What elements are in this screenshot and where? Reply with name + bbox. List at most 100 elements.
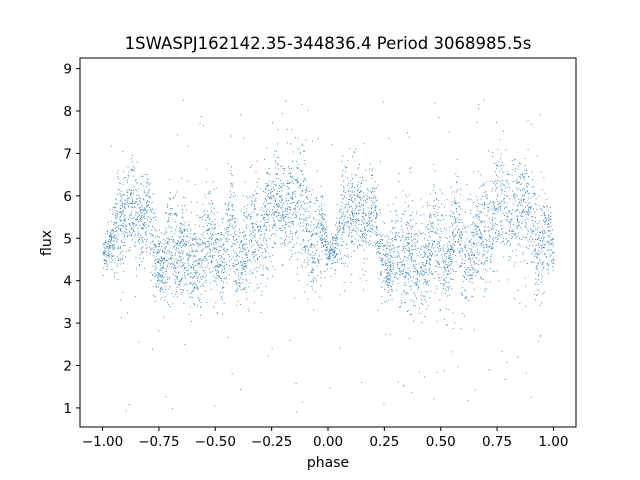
data-point bbox=[517, 182, 519, 184]
data-point bbox=[434, 265, 436, 267]
data-point bbox=[232, 216, 234, 218]
data-point bbox=[179, 242, 181, 243]
data-point bbox=[171, 255, 173, 256]
data-point bbox=[547, 236, 549, 238]
data-point bbox=[140, 175, 142, 177]
data-point bbox=[429, 215, 430, 217]
data-point bbox=[264, 205, 266, 207]
data-point bbox=[201, 218, 203, 220]
data-point bbox=[195, 284, 197, 286]
data-point bbox=[341, 211, 343, 213]
data-point bbox=[319, 238, 321, 240]
data-point bbox=[150, 221, 151, 223]
data-point bbox=[363, 207, 365, 209]
data-point bbox=[539, 114, 541, 116]
data-point bbox=[124, 245, 126, 246]
data-point bbox=[229, 265, 230, 267]
data-point bbox=[213, 248, 215, 250]
data-point bbox=[374, 241, 376, 243]
data-point bbox=[151, 219, 152, 221]
data-point bbox=[472, 231, 474, 233]
data-point bbox=[216, 277, 218, 279]
data-point bbox=[260, 226, 261, 228]
data-point bbox=[292, 221, 294, 222]
data-point bbox=[428, 252, 430, 254]
data-point bbox=[471, 267, 473, 268]
data-point bbox=[192, 283, 194, 285]
data-point bbox=[468, 254, 470, 256]
data-point bbox=[532, 245, 534, 246]
data-point bbox=[133, 217, 135, 218]
data-point bbox=[116, 271, 118, 273]
data-point bbox=[351, 231, 352, 233]
data-point bbox=[235, 289, 237, 291]
data-point bbox=[167, 219, 169, 220]
data-point bbox=[215, 270, 217, 271]
data-point bbox=[231, 226, 233, 227]
data-point bbox=[535, 282, 537, 283]
data-point bbox=[243, 195, 245, 197]
data-point bbox=[427, 242, 429, 244]
data-point bbox=[204, 243, 206, 245]
data-point bbox=[215, 266, 217, 268]
data-point bbox=[227, 163, 229, 164]
data-point bbox=[245, 215, 247, 217]
data-point bbox=[472, 252, 474, 253]
data-point bbox=[117, 234, 119, 236]
data-point bbox=[335, 240, 337, 242]
data-point bbox=[388, 273, 390, 275]
data-point bbox=[131, 168, 133, 170]
data-point bbox=[495, 231, 497, 233]
data-point bbox=[361, 224, 362, 225]
data-point bbox=[137, 213, 139, 215]
data-point bbox=[129, 247, 131, 249]
data-point bbox=[406, 221, 408, 223]
data-point bbox=[109, 255, 111, 257]
data-point bbox=[252, 258, 254, 260]
data-point bbox=[361, 382, 363, 383]
data-point bbox=[243, 265, 245, 267]
data-point bbox=[263, 205, 265, 207]
data-point bbox=[450, 245, 452, 247]
data-point bbox=[206, 168, 208, 170]
data-point bbox=[242, 251, 244, 253]
data-point bbox=[472, 295, 474, 297]
data-point bbox=[389, 279, 391, 281]
data-point bbox=[282, 214, 283, 215]
data-point bbox=[541, 231, 543, 232]
data-point bbox=[464, 260, 466, 262]
data-point bbox=[295, 205, 296, 206]
data-point bbox=[156, 286, 157, 288]
data-point bbox=[507, 195, 509, 197]
data-point bbox=[122, 232, 124, 234]
data-point bbox=[249, 230, 251, 232]
data-point bbox=[105, 242, 107, 244]
data-point bbox=[488, 239, 490, 241]
data-point bbox=[450, 260, 452, 262]
data-point bbox=[334, 237, 335, 238]
data-point bbox=[485, 181, 487, 183]
data-point bbox=[522, 175, 523, 177]
data-point bbox=[262, 244, 264, 246]
data-point bbox=[526, 190, 528, 192]
data-point bbox=[171, 258, 172, 260]
data-point bbox=[346, 225, 348, 227]
data-point bbox=[424, 296, 426, 298]
data-point bbox=[420, 233, 422, 235]
data-point bbox=[446, 324, 447, 326]
data-point bbox=[303, 250, 305, 252]
data-point bbox=[369, 220, 371, 222]
data-point bbox=[476, 215, 478, 216]
data-point bbox=[226, 231, 228, 233]
data-point bbox=[301, 171, 303, 173]
data-point bbox=[452, 232, 454, 234]
data-point bbox=[285, 232, 287, 234]
data-point bbox=[448, 131, 450, 133]
data-point bbox=[536, 155, 538, 157]
data-point bbox=[487, 252, 489, 253]
data-point bbox=[216, 284, 218, 286]
data-point bbox=[235, 195, 236, 197]
data-point bbox=[511, 174, 513, 176]
data-point bbox=[243, 247, 245, 249]
data-point bbox=[480, 232, 481, 234]
